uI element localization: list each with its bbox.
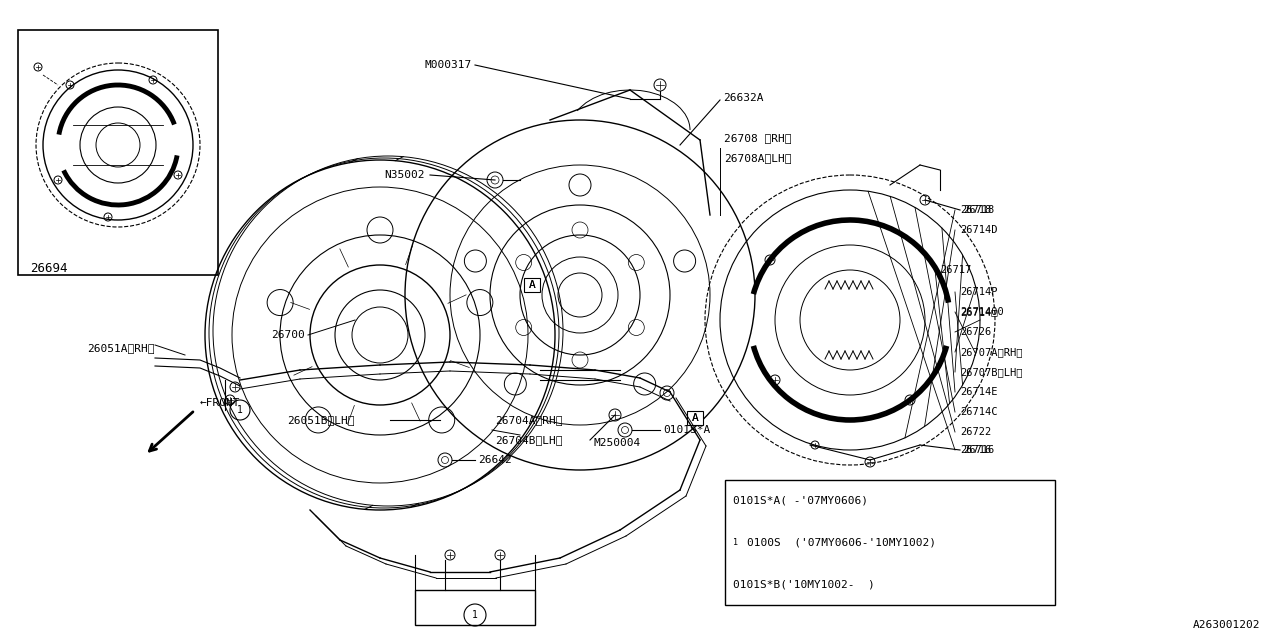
Text: 26714E: 26714E bbox=[960, 387, 997, 397]
Text: 26707B〈LH〉: 26707B〈LH〉 bbox=[960, 367, 1023, 377]
Text: 26717: 26717 bbox=[940, 265, 972, 275]
Text: N35002: N35002 bbox=[384, 170, 425, 180]
Text: A: A bbox=[529, 280, 535, 290]
Text: M000317: M000317 bbox=[425, 60, 472, 70]
Text: 26707A〈RH〉: 26707A〈RH〉 bbox=[960, 347, 1023, 357]
Text: 26694: 26694 bbox=[29, 262, 68, 275]
Text: M250004: M250004 bbox=[593, 438, 640, 448]
Text: 0101S*B('10MY1002-  ): 0101S*B('10MY1002- ) bbox=[733, 579, 874, 589]
Text: 26051A〈RH〉: 26051A〈RH〉 bbox=[87, 343, 155, 353]
Text: 26704B〈LH〉: 26704B〈LH〉 bbox=[495, 435, 562, 445]
Text: 26726: 26726 bbox=[960, 327, 991, 337]
Text: A263001202: A263001202 bbox=[1193, 620, 1260, 630]
Text: 0101S*A( -'07MY0606): 0101S*A( -'07MY0606) bbox=[733, 496, 868, 506]
Text: 26714D: 26714D bbox=[960, 225, 997, 235]
Text: 1: 1 bbox=[472, 610, 477, 620]
Text: ←FRONT: ←FRONT bbox=[200, 398, 241, 408]
Text: 26714P: 26714P bbox=[960, 287, 997, 297]
Text: 26714C: 26714C bbox=[960, 407, 997, 417]
Text: 26716: 26716 bbox=[963, 445, 995, 455]
Text: A: A bbox=[529, 280, 535, 290]
Text: 26714□: 26714□ bbox=[960, 307, 997, 317]
Text: 26642: 26642 bbox=[477, 455, 512, 465]
Text: 26700: 26700 bbox=[271, 330, 305, 340]
Text: 2671400: 2671400 bbox=[960, 307, 1004, 317]
Text: 0101S*A: 0101S*A bbox=[663, 425, 710, 435]
Text: 26718: 26718 bbox=[960, 205, 991, 215]
Text: A: A bbox=[691, 413, 699, 423]
Text: A: A bbox=[691, 413, 699, 423]
Bar bbox=[415, 590, 535, 625]
Text: 26632A: 26632A bbox=[723, 93, 763, 103]
Bar bbox=[724, 480, 1055, 605]
Text: 26716: 26716 bbox=[960, 445, 991, 455]
Text: 26708 〈RH〉: 26708 〈RH〉 bbox=[724, 133, 791, 143]
Text: 26722: 26722 bbox=[960, 427, 991, 437]
Text: 1: 1 bbox=[237, 405, 243, 415]
Text: 26718: 26718 bbox=[963, 205, 995, 215]
Text: 1: 1 bbox=[732, 538, 737, 547]
Bar bbox=[18, 30, 218, 275]
Text: 26708A〈LH〉: 26708A〈LH〉 bbox=[724, 153, 791, 163]
Bar bbox=[687, 411, 703, 425]
Bar bbox=[524, 278, 540, 292]
Text: 0100S  ('07MY0606-'10MY1002): 0100S ('07MY0606-'10MY1002) bbox=[748, 538, 936, 547]
Text: 26704A〈RH〉: 26704A〈RH〉 bbox=[495, 415, 562, 425]
Text: 26051B〈LH〉: 26051B〈LH〉 bbox=[288, 415, 355, 425]
